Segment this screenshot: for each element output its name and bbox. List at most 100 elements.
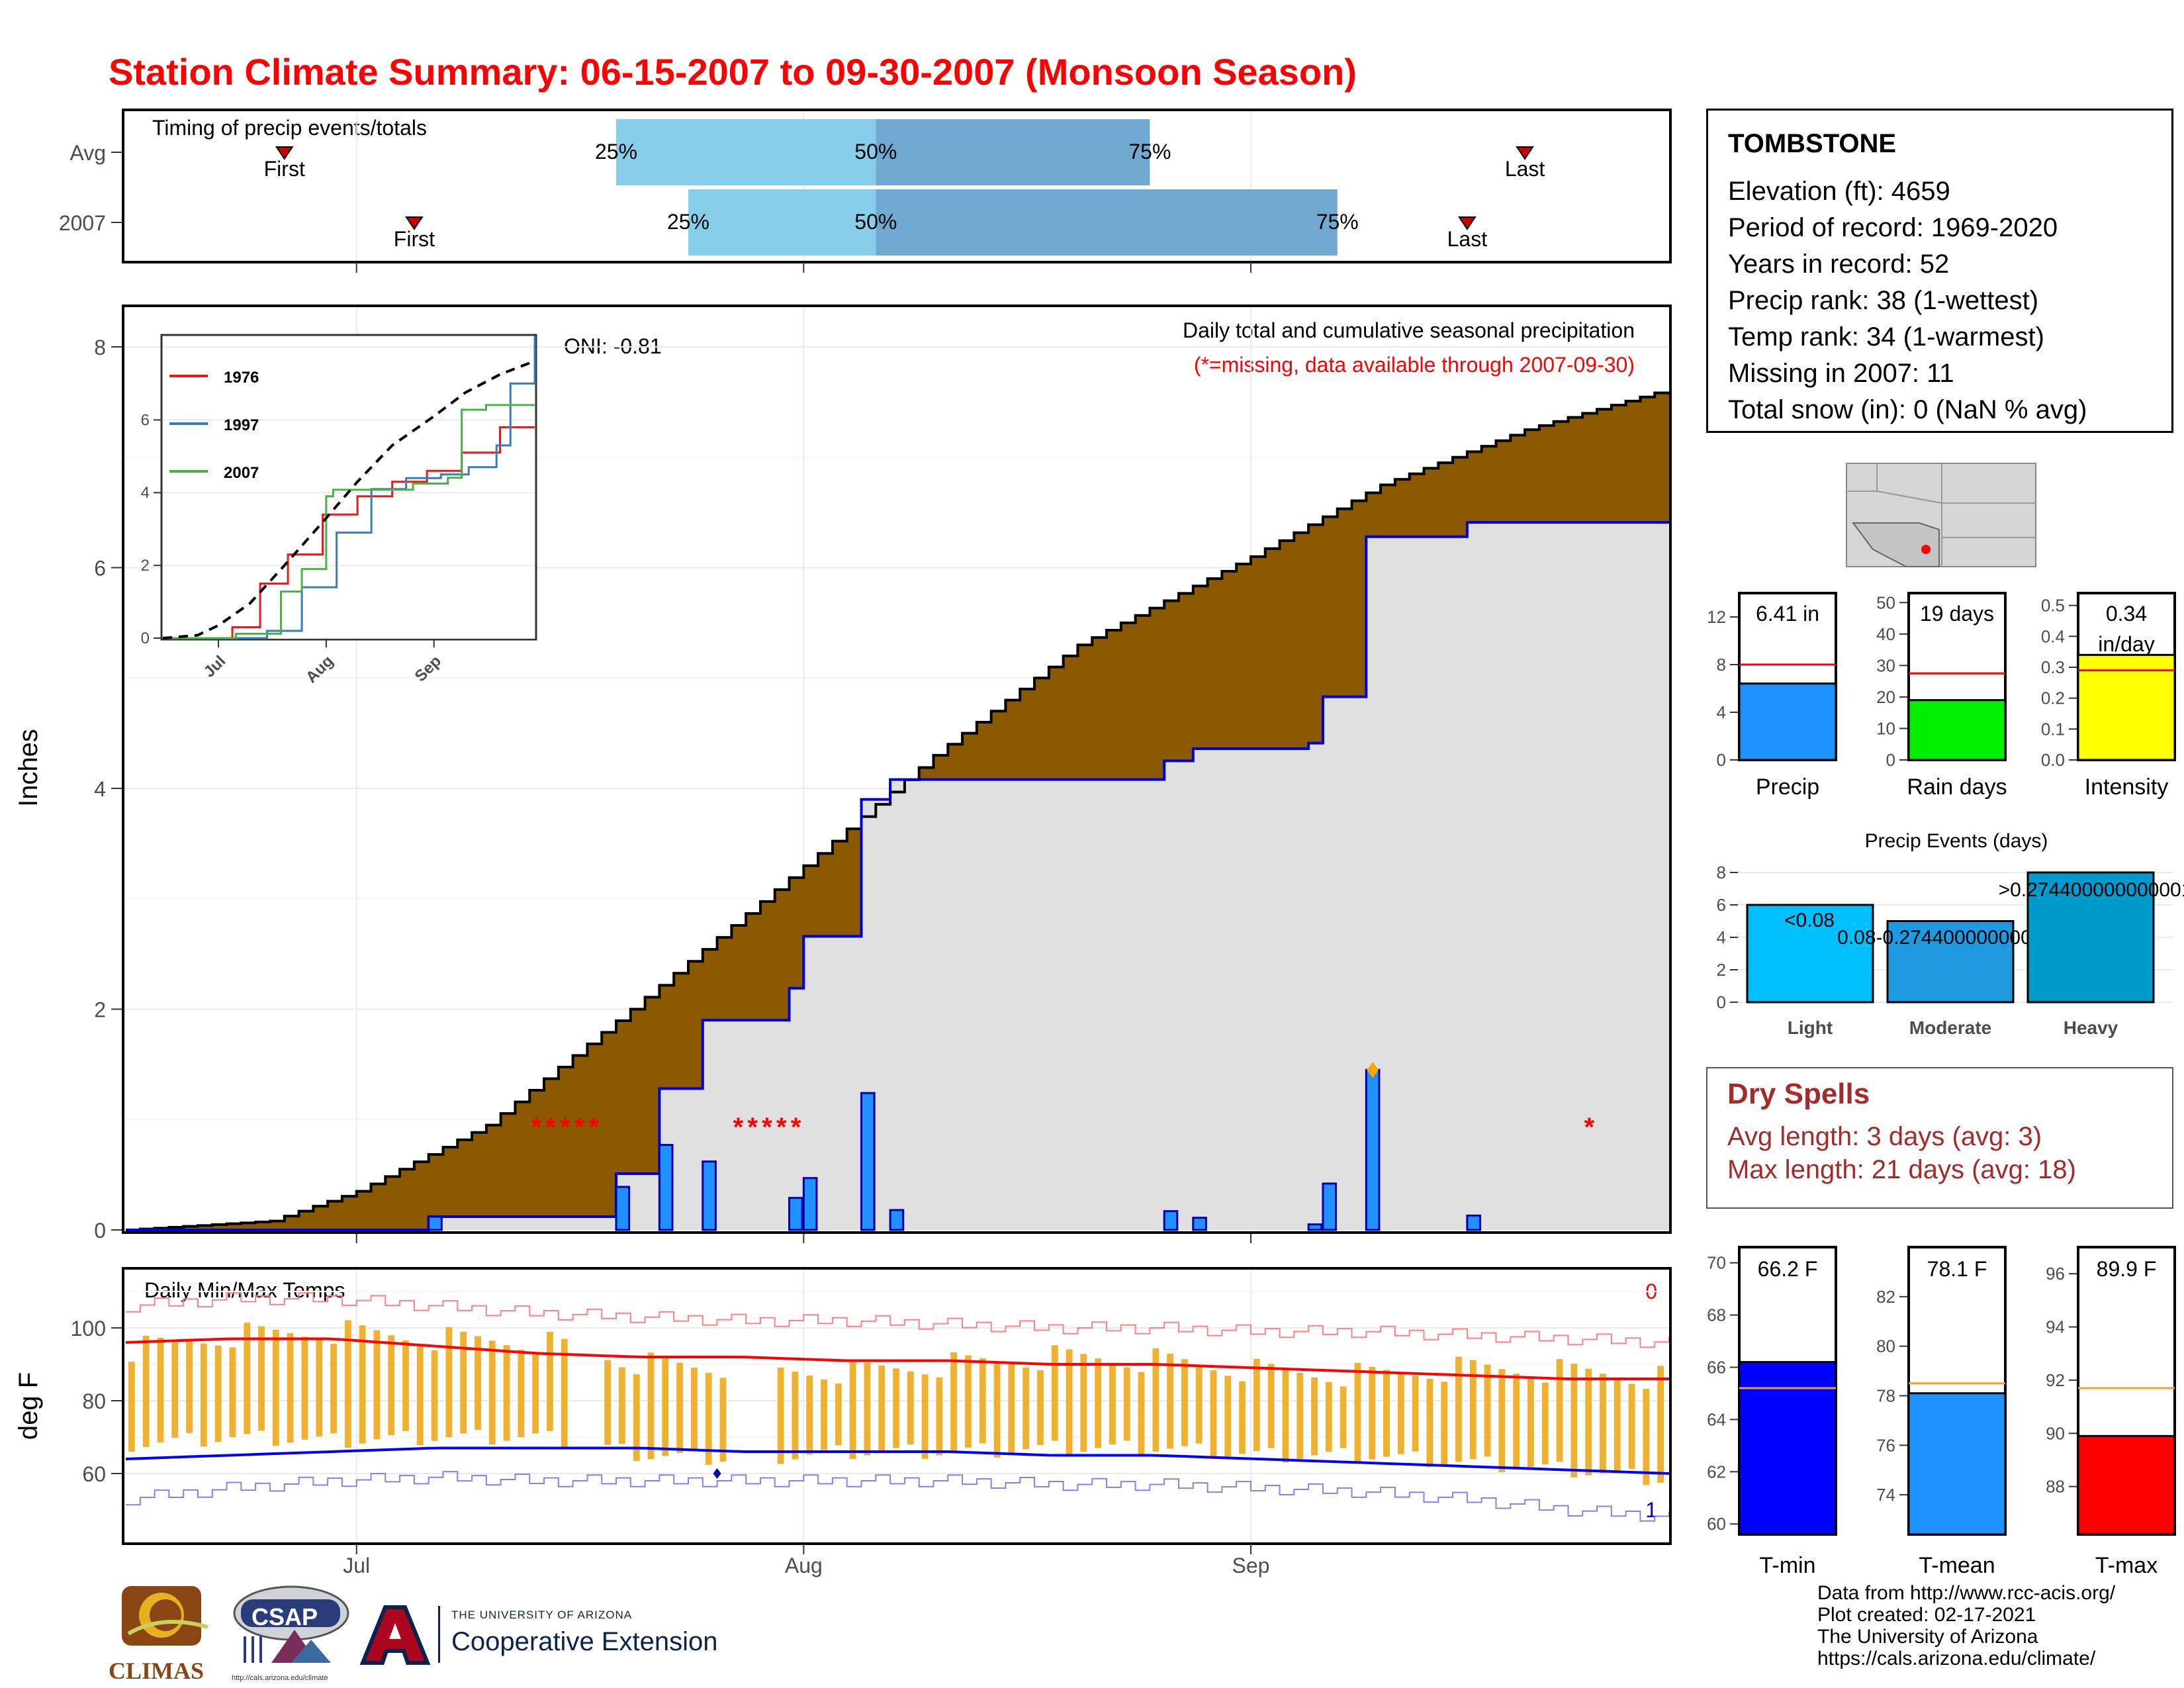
daily-temp-bar: [662, 1357, 669, 1456]
daily-temp-bar: [1253, 1358, 1260, 1452]
daily-precip-bar: [702, 1160, 717, 1231]
obs-cumulative-line: [126, 521, 1669, 1231]
temp-summary-y-tick-label: 78: [1876, 1385, 1895, 1405]
daily-temp-bar: [171, 1339, 179, 1438]
summary-y-tick-label: 0: [1886, 750, 1895, 770]
timing-p75-label: 75%: [1316, 210, 1359, 234]
summary-bar-label: Rain days: [1907, 774, 2007, 800]
daily-temp-bar: [1080, 1354, 1087, 1452]
precip-events-title: Precip Events (days): [1865, 830, 2048, 852]
daily-temp-bar: [1325, 1382, 1332, 1452]
daily-precip-bar: [889, 1209, 905, 1231]
precip-events-bar: [1886, 920, 2015, 1004]
summary-y-tick-label: 0.0: [2041, 750, 2065, 770]
daily-temp-bar: [445, 1327, 453, 1437]
daily-temp-bar: [907, 1371, 914, 1444]
summary-y-tick-label: 0: [1717, 750, 1726, 770]
ua-line1: THE UNIVERSITY OF ARIZONA: [451, 1609, 633, 1621]
inset-series-line: [163, 336, 536, 639]
daily-temp-bar: [128, 1362, 135, 1452]
missing-asterisk: *: [560, 1113, 570, 1142]
summary-y-tick-label: 0.1: [2041, 719, 2065, 739]
missing-asterisk: *: [747, 1113, 758, 1142]
daily-temp-bar: [1297, 1372, 1304, 1459]
daily-precip-bar: [615, 1186, 631, 1231]
summary-bar-label: Precip: [1756, 774, 1819, 800]
timing-last-label: Last: [1505, 157, 1545, 181]
daily-temp-bar: [547, 1332, 553, 1431]
summary-value-label: 19 days: [1920, 602, 1994, 626]
timing-first-label: First: [264, 157, 305, 181]
summary-bar: [1738, 682, 1837, 761]
daily-temp-bar: [676, 1362, 683, 1453]
inset-y-tick-label: 6: [141, 411, 150, 429]
missing-asterisk: *: [545, 1113, 556, 1142]
precip-y-tick-label: 4: [94, 777, 106, 801]
temp-summary-y-tick-label: 96: [2046, 1264, 2065, 1284]
daily-temp-bar: [344, 1320, 351, 1448]
temp-summary-value-label: 78.1 F: [1927, 1257, 1987, 1281]
inset-series-line: [162, 359, 535, 639]
dry-spells-title: Dry Spells: [1727, 1078, 1870, 1110]
summary-y-tick-label: 12: [1707, 607, 1726, 627]
timing-first-marker: [405, 216, 424, 230]
avg-min-line: [125, 1446, 1670, 1475]
station-info-box: TOMBSTONE Elevation (ft): 4659 Period of…: [1706, 109, 2173, 433]
daily-temp-bar: [460, 1331, 467, 1434]
summary-y-tick-label: 50: [1876, 592, 1895, 612]
x-axis-tick-label: Jul: [343, 1554, 370, 1577]
daily-temp-bar: [1570, 1364, 1578, 1477]
missing-asterisk: *: [531, 1113, 541, 1142]
daily-temp-bar: [475, 1336, 481, 1430]
daily-precip-bar: [1163, 1210, 1179, 1231]
daily-temp-bar: [157, 1337, 164, 1442]
missing-asterisk: *: [776, 1113, 787, 1142]
daily-temp-bar: [244, 1323, 251, 1434]
timing-last-marker: [1458, 216, 1477, 230]
summary-y-tick-label: 30: [1876, 655, 1895, 675]
temp-summary-y-tick-label: 90: [2046, 1423, 2065, 1443]
daily-temp-bar: [1239, 1381, 1246, 1454]
precip-events-bar-text: <0.08: [1784, 910, 1835, 931]
precip-ylabel: Inches: [14, 729, 43, 807]
station-snow: Total snow (in): 0 (NaN % avg): [1728, 395, 2087, 424]
daily-temp-bar: [1369, 1366, 1376, 1460]
daily-precip-bar: [860, 1092, 876, 1231]
daily-precip-bar: [1192, 1217, 1207, 1231]
summary-y-tick-label: 0.3: [2041, 657, 2065, 677]
timing-bar-q2: [876, 189, 1338, 256]
csap-cloud-icon: [233, 1585, 349, 1663]
precip-y-tick-label: 8: [94, 336, 106, 359]
credit-line: Plot created: 02-17-2021: [1817, 1604, 2036, 1626]
daily-temp-bar: [1441, 1382, 1448, 1465]
daily-temp-bar: [1152, 1348, 1160, 1452]
daily-temp-bar: [777, 1367, 784, 1464]
climas-label: CLIMAS: [109, 1658, 205, 1684]
daily-precip-bar: [658, 1144, 674, 1231]
daily-temp-bar: [388, 1335, 395, 1436]
temp-summary-bar: [1907, 1392, 2007, 1536]
timing-last-label: Last: [1447, 227, 1488, 251]
dry-spells-box: Dry Spells Avg length: 3 days (avg: 3) M…: [1706, 1067, 2173, 1209]
daily-temp-bar: [921, 1374, 929, 1459]
daily-temp-bar: [993, 1361, 1001, 1458]
timing-bar-q1: [616, 119, 876, 185]
record-max-line: [126, 1292, 1670, 1348]
daily-temp-bar: [488, 1340, 496, 1444]
csap-label: CSAP: [251, 1603, 318, 1630]
station-elevation: Elevation (ft): 4659: [1728, 177, 1950, 206]
daily-temp-bar: [301, 1336, 308, 1440]
daily-temp-bar: [1383, 1370, 1390, 1457]
summary-bar-label: Intensity: [2085, 774, 2169, 800]
daily-temp-bar: [561, 1338, 568, 1448]
avg-max-line: [125, 1337, 1669, 1380]
temp-frame: [122, 1267, 1672, 1545]
x-axis-tick-label: Aug: [785, 1554, 823, 1577]
temp-summary-y-tick-label: 76: [1876, 1435, 1895, 1455]
summary-y-tick-label: 8: [1717, 655, 1726, 675]
daily-temp-bar: [1210, 1370, 1217, 1460]
daily-temp-bar: [1354, 1362, 1361, 1463]
avg-cumulative-line: [126, 391, 1669, 1231]
missing-asterisk: *: [589, 1113, 600, 1142]
temp-summary-bar-label: T-min: [1760, 1553, 1816, 1578]
